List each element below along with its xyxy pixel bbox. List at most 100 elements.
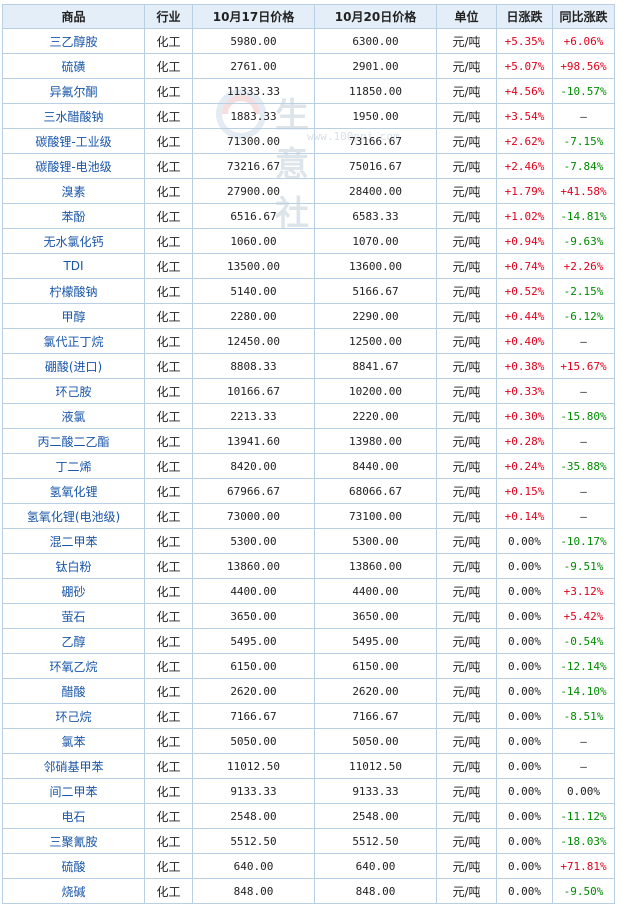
- yoy-change-cell: 0.00%: [552, 778, 615, 804]
- product-name-link[interactable]: 硼酸(进口): [2, 353, 145, 379]
- price-oct20-cell: 28400.00: [314, 178, 437, 204]
- table-row: 氯苯 化工 5050.00 5050.00 元/吨 0.00% —: [2, 728, 615, 754]
- yoy-change-cell: —: [552, 378, 615, 404]
- product-name-link[interactable]: 钛白粉: [2, 553, 145, 579]
- header-product[interactable]: 商品: [2, 4, 145, 29]
- daily-change-cell: +0.74%: [496, 253, 553, 279]
- table-row: 丁二烯 化工 8420.00 8440.00 元/吨 +0.24% -35.88%: [2, 453, 615, 479]
- price-oct20-cell: 73166.67: [314, 128, 437, 154]
- header-yoy-change[interactable]: 同比涨跌: [552, 4, 615, 29]
- table-row: 醋酸 化工 2620.00 2620.00 元/吨 0.00% -14.10%: [2, 678, 615, 704]
- product-name-link[interactable]: 苯酚: [2, 203, 145, 229]
- price-oct20-cell: 848.00: [314, 878, 437, 904]
- product-name-link[interactable]: 邻硝基甲苯: [2, 753, 145, 779]
- product-name-link[interactable]: TDI: [2, 253, 145, 279]
- unit-cell: 元/吨: [436, 203, 497, 229]
- header-daily-change[interactable]: 日涨跌: [496, 4, 553, 29]
- product-name-link[interactable]: 环己烷: [2, 703, 145, 729]
- product-name-link[interactable]: 醋酸: [2, 678, 145, 704]
- product-name-link[interactable]: 三乙醇胺: [2, 28, 145, 54]
- product-name-link[interactable]: 萤石: [2, 603, 145, 629]
- header-unit[interactable]: 单位: [436, 4, 497, 29]
- product-name-link[interactable]: 异氟尔酮: [2, 78, 145, 104]
- product-name-link[interactable]: 丙二酸二乙酯: [2, 428, 145, 454]
- product-name-link[interactable]: 三聚氰胺: [2, 828, 145, 854]
- yoy-change-cell: +6.06%: [552, 28, 615, 54]
- product-name-link[interactable]: 液氯: [2, 403, 145, 429]
- price-oct20-cell: 13980.00: [314, 428, 437, 454]
- product-name-link[interactable]: 甲醇: [2, 303, 145, 329]
- price-oct20-cell: 8440.00: [314, 453, 437, 479]
- unit-cell: 元/吨: [436, 653, 497, 679]
- product-name-link[interactable]: 电石: [2, 803, 145, 829]
- table-row: 硫酸 化工 640.00 640.00 元/吨 0.00% +71.81%: [2, 853, 615, 879]
- product-name-link[interactable]: 三水醋酸钠: [2, 103, 145, 129]
- unit-cell: 元/吨: [436, 178, 497, 204]
- product-name-link[interactable]: 碳酸锂-电池级: [2, 153, 145, 179]
- product-name-link[interactable]: 硫酸: [2, 853, 145, 879]
- unit-cell: 元/吨: [436, 578, 497, 604]
- price-oct17-cell: 5050.00: [192, 728, 315, 754]
- industry-cell: 化工: [144, 203, 193, 229]
- header-price-oct20[interactable]: 10月20日价格: [314, 4, 437, 29]
- industry-cell: 化工: [144, 803, 193, 829]
- product-name-link[interactable]: 氯代正丁烷: [2, 328, 145, 354]
- daily-change-cell: +5.07%: [496, 53, 553, 79]
- price-oct20-cell: 2901.00: [314, 53, 437, 79]
- yoy-change-cell: -2.15%: [552, 278, 615, 304]
- yoy-change-cell: —: [552, 428, 615, 454]
- price-oct20-cell: 12500.00: [314, 328, 437, 354]
- daily-change-cell: +0.52%: [496, 278, 553, 304]
- price-oct20-cell: 4400.00: [314, 578, 437, 604]
- product-name-link[interactable]: 柠檬酸钠: [2, 278, 145, 304]
- product-name-link[interactable]: 溴素: [2, 178, 145, 204]
- price-oct20-cell: 75016.67: [314, 153, 437, 179]
- industry-cell: 化工: [144, 453, 193, 479]
- table-row: 硼酸(进口) 化工 8808.33 8841.67 元/吨 +0.38% +15.67%: [2, 353, 615, 379]
- table-row: 柠檬酸钠 化工 5140.00 5166.67 元/吨 +0.52% -2.15%: [2, 278, 615, 304]
- header-price-oct17[interactable]: 10月17日价格: [192, 4, 315, 29]
- yoy-change-cell: —: [552, 728, 615, 754]
- daily-change-cell: 0.00%: [496, 603, 553, 629]
- product-name-link[interactable]: 氢氧化锂(电池级): [2, 503, 145, 529]
- product-name-link[interactable]: 烧碱: [2, 878, 145, 904]
- product-name-link[interactable]: 碳酸锂-工业级: [2, 128, 145, 154]
- table-row: 氢氧化锂 化工 67966.67 68066.67 元/吨 +0.15% —: [2, 478, 615, 504]
- price-oct20-cell: 5495.00: [314, 628, 437, 654]
- product-name-link[interactable]: 氯苯: [2, 728, 145, 754]
- price-oct20-cell: 10200.00: [314, 378, 437, 404]
- unit-cell: 元/吨: [436, 78, 497, 104]
- industry-cell: 化工: [144, 553, 193, 579]
- unit-cell: 元/吨: [436, 278, 497, 304]
- industry-cell: 化工: [144, 503, 193, 529]
- product-name-link[interactable]: 氢氧化锂: [2, 478, 145, 504]
- daily-change-cell: +0.14%: [496, 503, 553, 529]
- product-name-link[interactable]: 环己胺: [2, 378, 145, 404]
- product-name-link[interactable]: 硼砂: [2, 578, 145, 604]
- industry-cell: 化工: [144, 353, 193, 379]
- product-name-link[interactable]: 环氧乙烷: [2, 653, 145, 679]
- table-row: 硼砂 化工 4400.00 4400.00 元/吨 0.00% +3.12%: [2, 578, 615, 604]
- table-row: TDI 化工 13500.00 13600.00 元/吨 +0.74% +2.26%: [2, 253, 615, 279]
- price-oct17-cell: 2761.00: [192, 53, 315, 79]
- product-name-link[interactable]: 硫磺: [2, 53, 145, 79]
- price-oct17-cell: 640.00: [192, 853, 315, 879]
- price-oct17-cell: 8420.00: [192, 453, 315, 479]
- price-oct17-cell: 5512.50: [192, 828, 315, 854]
- yoy-change-cell: -35.88%: [552, 453, 615, 479]
- industry-cell: 化工: [144, 653, 193, 679]
- product-name-link[interactable]: 间二甲苯: [2, 778, 145, 804]
- product-name-link[interactable]: 乙醇: [2, 628, 145, 654]
- product-name-link[interactable]: 混二甲苯: [2, 528, 145, 554]
- header-industry[interactable]: 行业: [144, 4, 193, 29]
- unit-cell: 元/吨: [436, 828, 497, 854]
- daily-change-cell: +0.30%: [496, 403, 553, 429]
- table-row: 钛白粉 化工 13860.00 13860.00 元/吨 0.00% -9.51%: [2, 553, 615, 579]
- price-oct17-cell: 27900.00: [192, 178, 315, 204]
- price-oct17-cell: 73216.67: [192, 153, 315, 179]
- product-name-link[interactable]: 丁二烯: [2, 453, 145, 479]
- unit-cell: 元/吨: [436, 28, 497, 54]
- price-oct17-cell: 1883.33: [192, 103, 315, 129]
- yoy-change-cell: -14.81%: [552, 203, 615, 229]
- product-name-link[interactable]: 无水氯化钙: [2, 228, 145, 254]
